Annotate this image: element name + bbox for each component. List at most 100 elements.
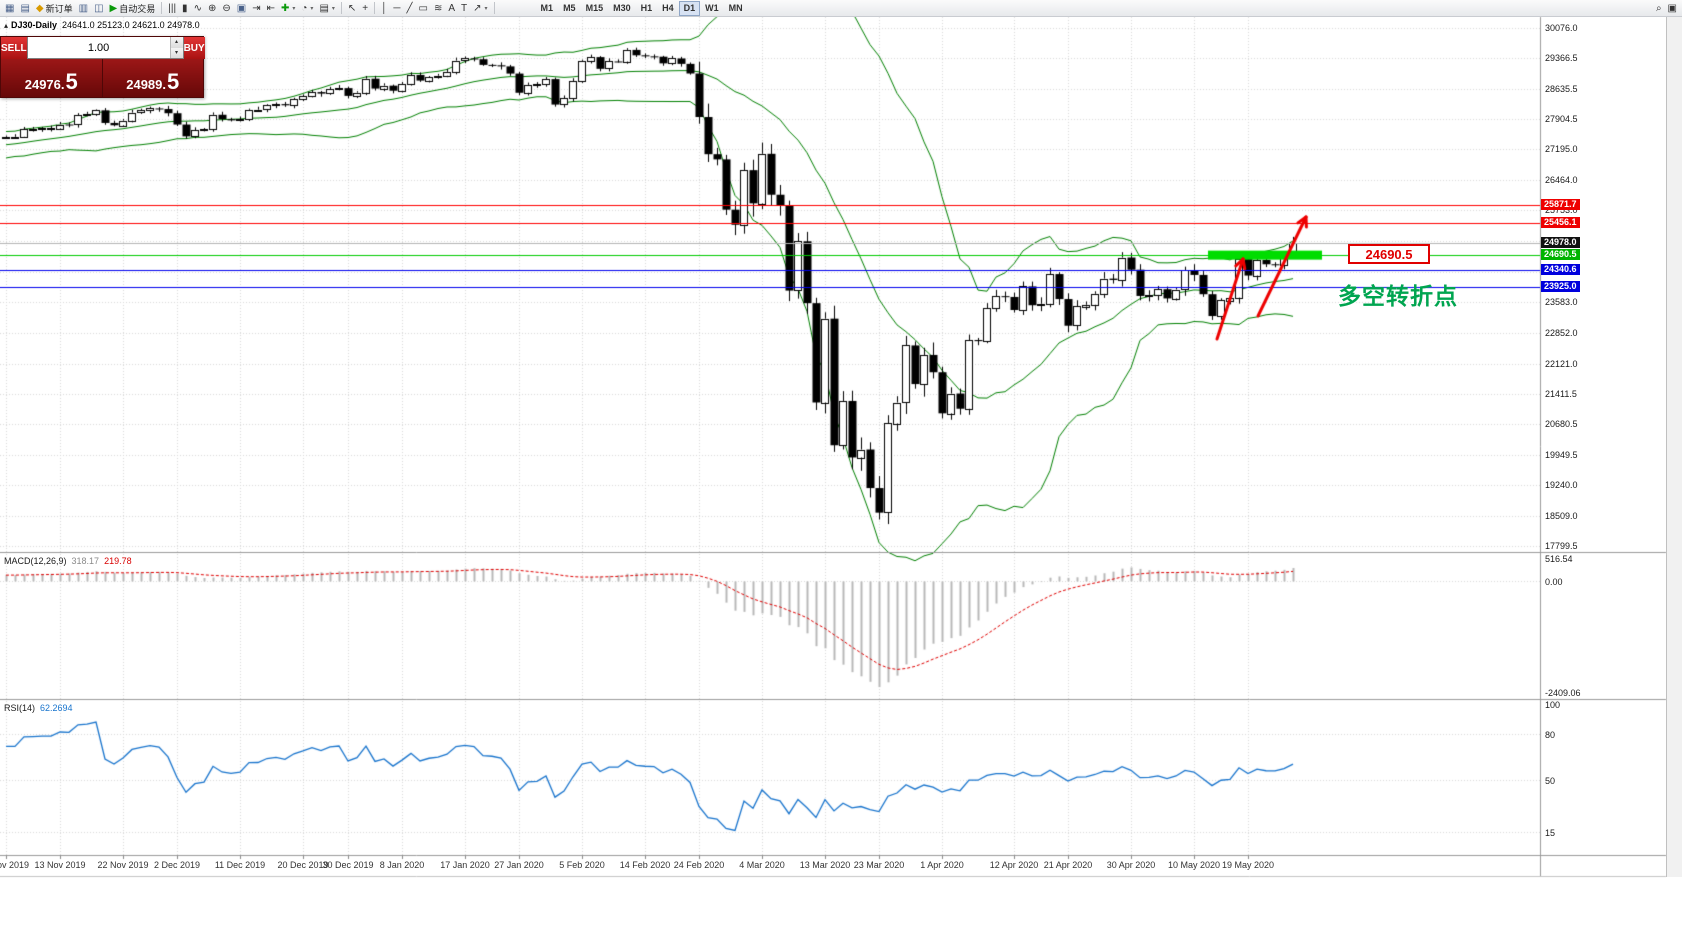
rsi-scale-label: 100 <box>1545 700 1561 710</box>
market-watch-icon[interactable]: ▥ <box>76 1 91 16</box>
channel-icon[interactable]: ▭ <box>416 1 431 16</box>
rsi-scale-label: 50 <box>1545 776 1556 786</box>
timeframe-d1[interactable]: D1 <box>678 0 701 16</box>
caret-down-icon: ▾ <box>484 5 488 12</box>
buy-button[interactable]: BUY <box>183 37 205 59</box>
date-label: 24 Feb 2020 <box>673 860 725 870</box>
timeframe-m1[interactable]: M1 <box>540 2 554 13</box>
text-label-icon: T <box>461 2 468 14</box>
trendline-icon[interactable]: ╱ <box>403 1 415 16</box>
macd-scale-label: -2409.06 <box>1545 688 1581 698</box>
new-order-button-label: 新订单 <box>45 3 73 14</box>
date-label: 17 Jan 2020 <box>440 860 490 870</box>
line-chart-icon: ∿ <box>193 2 202 14</box>
macd-scale-label: 516.54 <box>1545 554 1573 564</box>
new-chart-icon[interactable]: ▦ <box>2 1 17 16</box>
fibonacci-icon: ≋ <box>433 2 443 14</box>
panels-icon[interactable]: ▣ <box>1665 1 1680 16</box>
timeframe-h4[interactable]: H4 <box>662 2 674 13</box>
auto-scroll-icon[interactable]: ⇥ <box>249 1 263 16</box>
timeframe-mn[interactable]: MN <box>728 2 743 13</box>
arrows-tool-dropdown[interactable]: ↗ ▾ <box>470 1 490 16</box>
profiles-icon: ▤ <box>20 2 30 14</box>
volume-up-icon[interactable]: ▴ <box>170 37 183 48</box>
macd-signal-value: 219.78 <box>104 556 132 566</box>
date-label: 22 Nov 2019 <box>97 860 149 870</box>
arrows-tool-icon: ↗ <box>473 2 482 14</box>
price-scale-label: 20680.5 <box>1545 419 1578 429</box>
data-window-icon[interactable]: ◫ <box>91 1 106 16</box>
tile-windows-icon: ▣ <box>236 2 247 14</box>
sell-price[interactable]: 24976. 5 <box>1 59 102 97</box>
new-order-icon: ◆ <box>35 2 44 14</box>
date-label: 27 Jan 2020 <box>494 860 544 870</box>
text-label-icon[interactable]: T <box>458 1 470 16</box>
symbol-ohlc-line: ▴ DJ30-Daily 24641.0 25123.0 24621.0 24978… <box>4 20 200 30</box>
horizontal-line-icon[interactable]: ─ <box>390 1 403 16</box>
toolbar-separator <box>493 2 495 14</box>
periods-dropdown[interactable]: ◔ ▾ <box>298 1 316 16</box>
date-label: 14 Feb 2020 <box>619 860 671 870</box>
macd-scale-label: 0.00 <box>1545 577 1563 587</box>
price-scale-label: 23583.0 <box>1545 297 1578 307</box>
price-scale-label: 30076.0 <box>1545 23 1578 33</box>
timeframe-m5[interactable]: M5 <box>563 2 576 13</box>
trade-panel-top-row: SELL ▴ ▾ BUY <box>1 37 205 59</box>
candlestick-chart-icon[interactable]: ▮ <box>179 1 191 16</box>
price-level-badge: 23925.0 <box>1541 281 1580 292</box>
profiles-icon[interactable]: ▤ <box>17 1 32 16</box>
right-scrollbar[interactable] <box>1666 17 1682 877</box>
autotrading-icon: ▶ <box>109 2 118 14</box>
price-level-badge: 24340.6 <box>1541 264 1580 275</box>
horizontal-line-icon: ─ <box>393 2 401 14</box>
sell-button[interactable]: SELL <box>1 37 27 59</box>
price-scale-label: 18509.0 <box>1545 511 1578 521</box>
vertical-line-icon[interactable]: │ <box>378 1 390 16</box>
price-level-callout[interactable]: 24690.5 <box>1348 244 1430 264</box>
timeframe-w1[interactable]: W1 <box>705 2 719 13</box>
tile-windows-icon[interactable]: ▣ <box>234 1 249 16</box>
price-scale-label: 29366.5 <box>1545 53 1578 63</box>
cursor-icon[interactable]: ↖ <box>345 1 359 16</box>
new-chart-icon: ▦ <box>5 2 15 14</box>
buy-price[interactable]: 24989. 5 <box>103 59 204 97</box>
toolbar-separator <box>340 2 342 14</box>
auto-scroll-icon: ⇥ <box>252 2 261 14</box>
turning-point-annotation[interactable]: 多空转折点 <box>1338 283 1458 309</box>
timeframe-m30[interactable]: M30 <box>613 2 631 13</box>
trendline-icon: ╱ <box>406 2 413 14</box>
fibonacci-icon[interactable]: ≋ <box>431 1 445 16</box>
price-scale-label: 26464.0 <box>1545 175 1578 185</box>
new-order-button[interactable]: ◆ 新订单 <box>33 1 76 16</box>
text-icon[interactable]: A <box>445 1 458 16</box>
chart-shift-icon[interactable]: ⇤ <box>264 1 278 16</box>
date-label: 30 Apr 2020 <box>1106 860 1156 870</box>
bar-chart-icon[interactable]: ||| <box>165 1 179 16</box>
crosshair-icon[interactable]: + <box>359 1 371 16</box>
indicators-dropdown[interactable]: ✚ ▾ <box>278 1 298 16</box>
templates-dropdown[interactable]: ▤ ▾ <box>316 1 337 16</box>
toolbar-separator <box>374 2 376 14</box>
timeframe-m15[interactable]: M15 <box>585 2 604 13</box>
zoom-in-icon[interactable]: ⊕ <box>205 1 219 16</box>
one-click-collapse-icon[interactable]: ▴ <box>4 21 9 30</box>
date-label: 23 Mar 2020 <box>853 860 905 870</box>
line-chart-icon[interactable]: ∿ <box>191 1 205 16</box>
zoom-out-icon[interactable]: ⊖ <box>219 1 233 16</box>
volume-stepper[interactable]: ▴ ▾ <box>26 37 184 59</box>
price-level-badge: 25456.1 <box>1541 217 1580 228</box>
volume-down-icon[interactable]: ▾ <box>170 47 183 58</box>
volume-spin-buttons: ▴ ▾ <box>169 37 183 58</box>
timeframe-h1[interactable]: H1 <box>640 2 653 13</box>
buy-price-main: 24989. <box>126 76 166 92</box>
autotrading-button[interactable]: ▶ 自动交易 <box>107 1 159 16</box>
trade-panel-divider <box>101 59 103 97</box>
panels-icon: ▣ <box>1667 2 1677 14</box>
caret-down-icon: ▾ <box>310 5 314 12</box>
price-level-badge: 24978.0 <box>1541 237 1580 248</box>
search-icon[interactable]: ⌕ <box>1653 1 1665 16</box>
text-icon: A <box>448 2 456 14</box>
volume-input[interactable] <box>27 37 170 58</box>
